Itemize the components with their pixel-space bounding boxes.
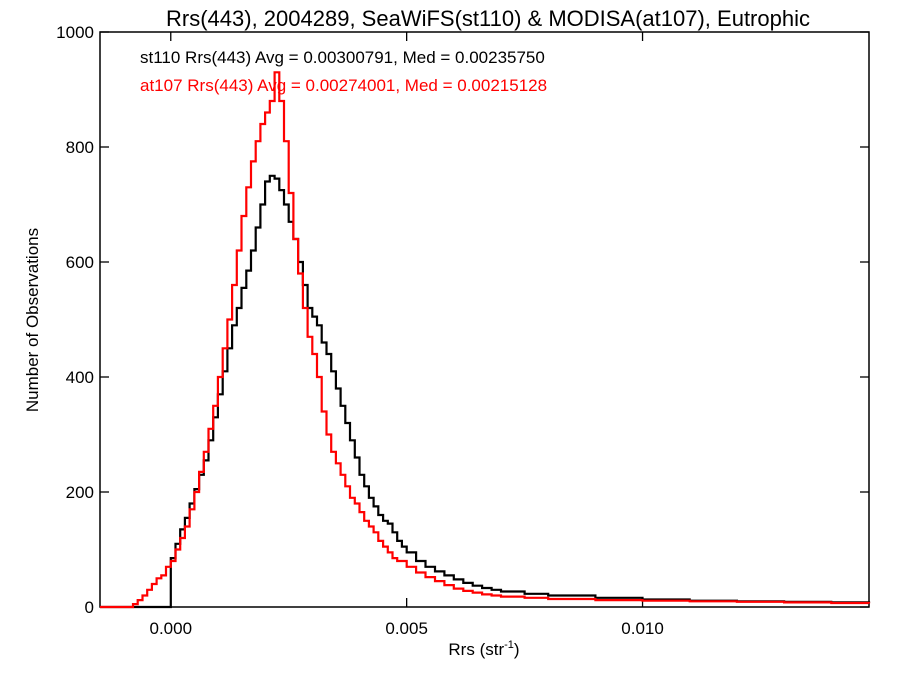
y-axis: 0 200 400 600 800 1000 — [56, 23, 869, 617]
y-axis-label: Number of Observations — [23, 228, 42, 412]
annotations: st110 Rrs(443) Avg = 0.00300791, Med = 0… — [140, 48, 547, 95]
y-tick-label-3: 600 — [66, 253, 94, 272]
x-axis-label-sup: -1 — [504, 639, 514, 651]
annotation-st110: st110 Rrs(443) Avg = 0.00300791, Med = 0… — [140, 48, 545, 67]
y-tick-label-4: 800 — [66, 138, 94, 157]
x-tick-label-1: 0.005 — [385, 619, 428, 638]
x-axis-label-main: Rrs (str — [448, 640, 504, 659]
x-axis-label: Rrs (str-1) — [448, 639, 519, 659]
x-tick-label-0: 0.000 — [149, 619, 192, 638]
annotation-at107: at107 Rrs(443) Avg = 0.00274001, Med = 0… — [140, 76, 547, 95]
x-axis: 0.000 0.005 0.010 — [149, 32, 664, 638]
plot-frame — [99, 31, 870, 608]
chart-title: Rrs(443), 2004289, SeaWiFS(st110) & MODI… — [166, 6, 810, 31]
y-tick-label-5: 1000 — [56, 23, 94, 42]
y-tick-label-2: 400 — [66, 368, 94, 387]
series-layer — [100, 71, 871, 609]
series-line-st110 — [100, 174, 871, 609]
x-axis-label-close: ) — [514, 640, 520, 659]
y-tick-label-0: 0 — [85, 598, 94, 617]
series-line-at107 — [100, 71, 871, 609]
y-tick-label-1: 200 — [66, 483, 94, 502]
x-tick-label-2: 0.010 — [621, 619, 664, 638]
